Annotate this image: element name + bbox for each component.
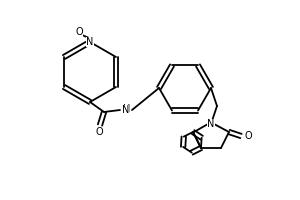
Text: H: H: [123, 104, 131, 114]
Text: O: O: [95, 127, 103, 137]
Text: N: N: [86, 37, 94, 47]
Text: O: O: [244, 131, 252, 141]
Text: N: N: [207, 119, 215, 129]
Text: N: N: [122, 105, 129, 115]
Text: O: O: [75, 27, 83, 37]
